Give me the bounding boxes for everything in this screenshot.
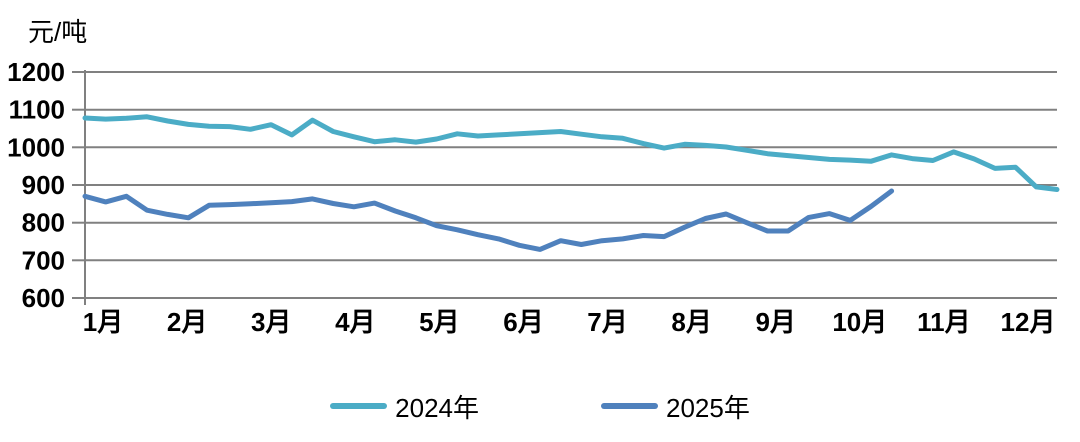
y-tick-label: 700	[22, 245, 65, 275]
legend-item-2025: 2025年	[601, 388, 750, 425]
chart-legend: 2024年 2025年	[0, 386, 1080, 426]
x-tick-label: 12月	[1001, 307, 1056, 337]
y-tick-label: 600	[22, 283, 65, 313]
legend-item-2024: 2024年	[330, 388, 479, 425]
x-tick-label: 3月	[251, 307, 291, 337]
y-axis-unit-label: 元/吨	[28, 17, 88, 47]
y-tick-label: 800	[22, 208, 65, 238]
x-tick-label: 7月	[587, 307, 627, 337]
x-tick-label: 9月	[755, 307, 795, 337]
y-tick-label: 1000	[7, 132, 65, 162]
series-line-2024年	[82, 114, 1060, 192]
x-tick-label: 8月	[671, 307, 711, 337]
x-tick-label: 4月	[335, 307, 375, 337]
x-tick-label: 2月	[167, 307, 207, 337]
x-tick-label: 10月	[832, 307, 887, 337]
y-tick-label: 900	[22, 170, 65, 200]
legend-swatch-2024	[330, 403, 388, 409]
series-line-2025年	[82, 188, 895, 252]
x-tick-label: 6月	[503, 307, 543, 337]
legend-swatch-2025	[601, 403, 658, 409]
x-tick-label: 5月	[419, 307, 459, 337]
legend-label-2025: 2025年	[666, 392, 750, 423]
y-tick-label: 1200	[7, 57, 65, 87]
x-tick-label: 11月	[917, 307, 971, 337]
legend-label-2024: 2024年	[395, 392, 479, 423]
y-tick-label: 1100	[9, 95, 65, 125]
x-tick-label: 1月	[83, 307, 123, 337]
